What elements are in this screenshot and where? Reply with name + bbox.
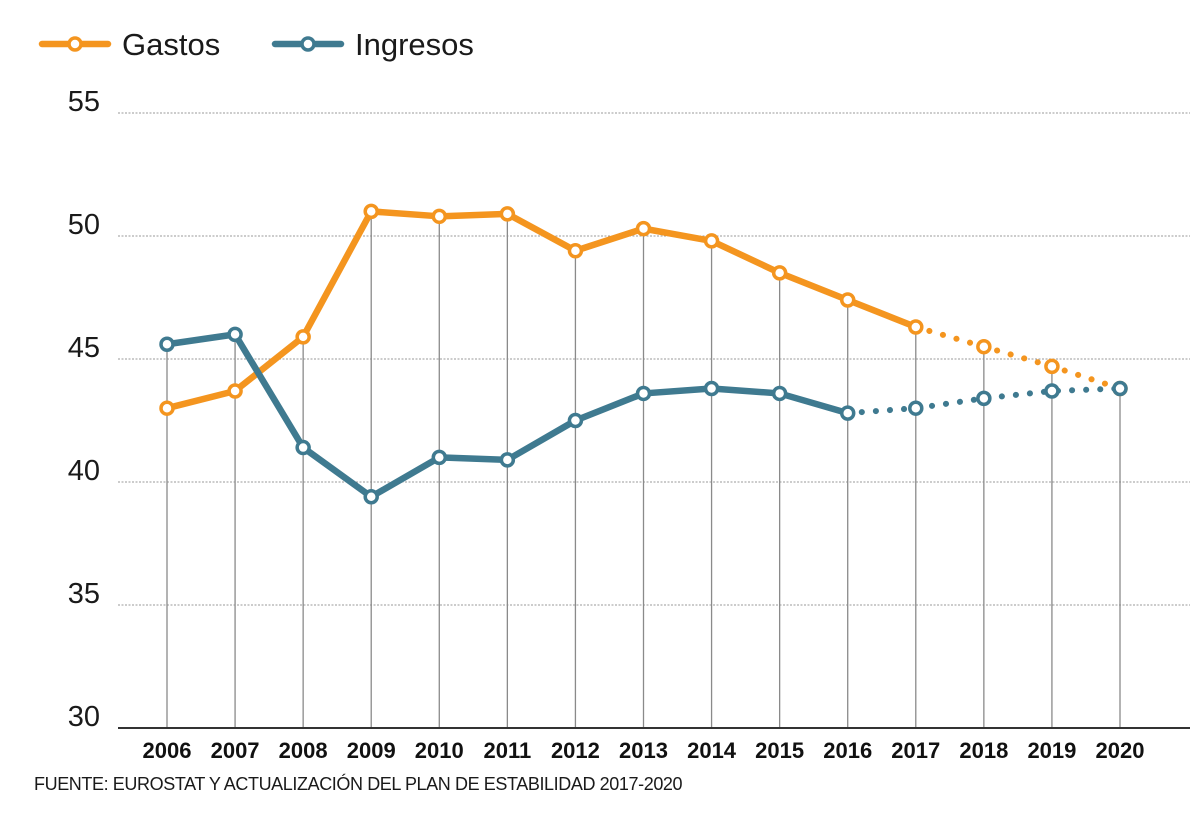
- x-axis-ticks: 2006 2007 2008 2009 2010 2011 2012 2013 2014 2015…: [143, 738, 1145, 763]
- x-tick-2008: 2008: [279, 738, 328, 763]
- point-gastos-2018: [976, 338, 992, 355]
- point-gastos-2014: [703, 233, 720, 249]
- point-gastos-2011: [499, 206, 516, 222]
- x-tick-2010: 2010: [415, 738, 464, 763]
- legend-gastos-marker: [67, 36, 83, 52]
- point-ingresos-2018: [976, 390, 992, 407]
- point-ingresos-2008: [295, 439, 311, 456]
- y-tick-40: 40: [68, 455, 100, 487]
- point-gastos-2017: [908, 319, 924, 335]
- point-gastos-2013: [635, 220, 652, 237]
- y-axis-ticks: 55 50 45 40 35 30: [68, 86, 100, 733]
- gridlines: [118, 112, 1190, 606]
- point-ingresos-2009: [363, 489, 379, 505]
- point-gastos-2007: [227, 383, 243, 399]
- legend-gastos-label: Gastos: [122, 27, 220, 62]
- point-ingresos-2016: [839, 405, 856, 421]
- series-group: [159, 203, 1128, 505]
- x-tick-2013: 2013: [619, 738, 668, 763]
- x-tick-2009: 2009: [347, 738, 396, 763]
- y-tick-45: 45: [68, 332, 100, 364]
- point-ingresos-2015: [771, 385, 788, 402]
- point-gastos-2016: [839, 292, 856, 308]
- x-tick-2011: 2011: [483, 738, 531, 763]
- y-tick-35: 35: [68, 578, 100, 610]
- x-tick-2017: 2017: [891, 738, 940, 763]
- x-tick-2018: 2018: [959, 738, 1008, 763]
- y-tick-30: 30: [68, 701, 100, 733]
- point-gastos-2012: [567, 243, 584, 259]
- source-note: FUENTE: EUROSTAT Y ACTUALIZACIÓN DEL PLA…: [34, 774, 683, 794]
- x-tick-2020: 2020: [1096, 738, 1145, 763]
- series-ingresos-projection: [844, 385, 1123, 417]
- point-gastos-2010: [431, 208, 448, 225]
- point-gastos-2015: [771, 265, 788, 281]
- x-tick-2006: 2006: [143, 738, 192, 763]
- point-gastos-2009: [363, 203, 379, 220]
- x-tick-2019: 2019: [1027, 738, 1076, 763]
- point-ingresos-2013: [635, 385, 652, 402]
- point-ingresos-2014: [703, 380, 720, 397]
- point-ingresos-2007: [227, 326, 243, 343]
- point-ingresos-2010: [431, 449, 448, 466]
- point-ingresos-2020: [1112, 380, 1128, 397]
- x-tick-2007: 2007: [211, 738, 260, 763]
- point-ingresos-2019: [1044, 383, 1060, 399]
- point-gastos-2006: [159, 400, 175, 416]
- legend-ingresos-label: Ingresos: [355, 27, 474, 62]
- series-gastos-projection: [912, 324, 1123, 392]
- point-gastos-2019: [1044, 358, 1060, 375]
- point-ingresos-2017: [908, 400, 924, 416]
- legend: Gastos Ingresos: [38, 27, 474, 62]
- x-tick-2015: 2015: [755, 738, 804, 763]
- x-tick-2016: 2016: [823, 738, 872, 763]
- y-tick-50: 50: [68, 209, 100, 241]
- point-ingresos-2012: [567, 412, 584, 429]
- point-gastos-2008: [295, 329, 311, 345]
- x-tick-2012: 2012: [551, 738, 600, 763]
- series-gastos-line: [163, 208, 920, 412]
- vertical-gridlines: [166, 211, 1121, 728]
- point-ingresos-2006: [159, 336, 175, 352]
- x-tick-2014: 2014: [687, 738, 737, 763]
- point-ingresos-2011: [499, 452, 516, 468]
- legend-ingresos-marker: [300, 36, 316, 52]
- y-tick-55: 55: [68, 86, 100, 118]
